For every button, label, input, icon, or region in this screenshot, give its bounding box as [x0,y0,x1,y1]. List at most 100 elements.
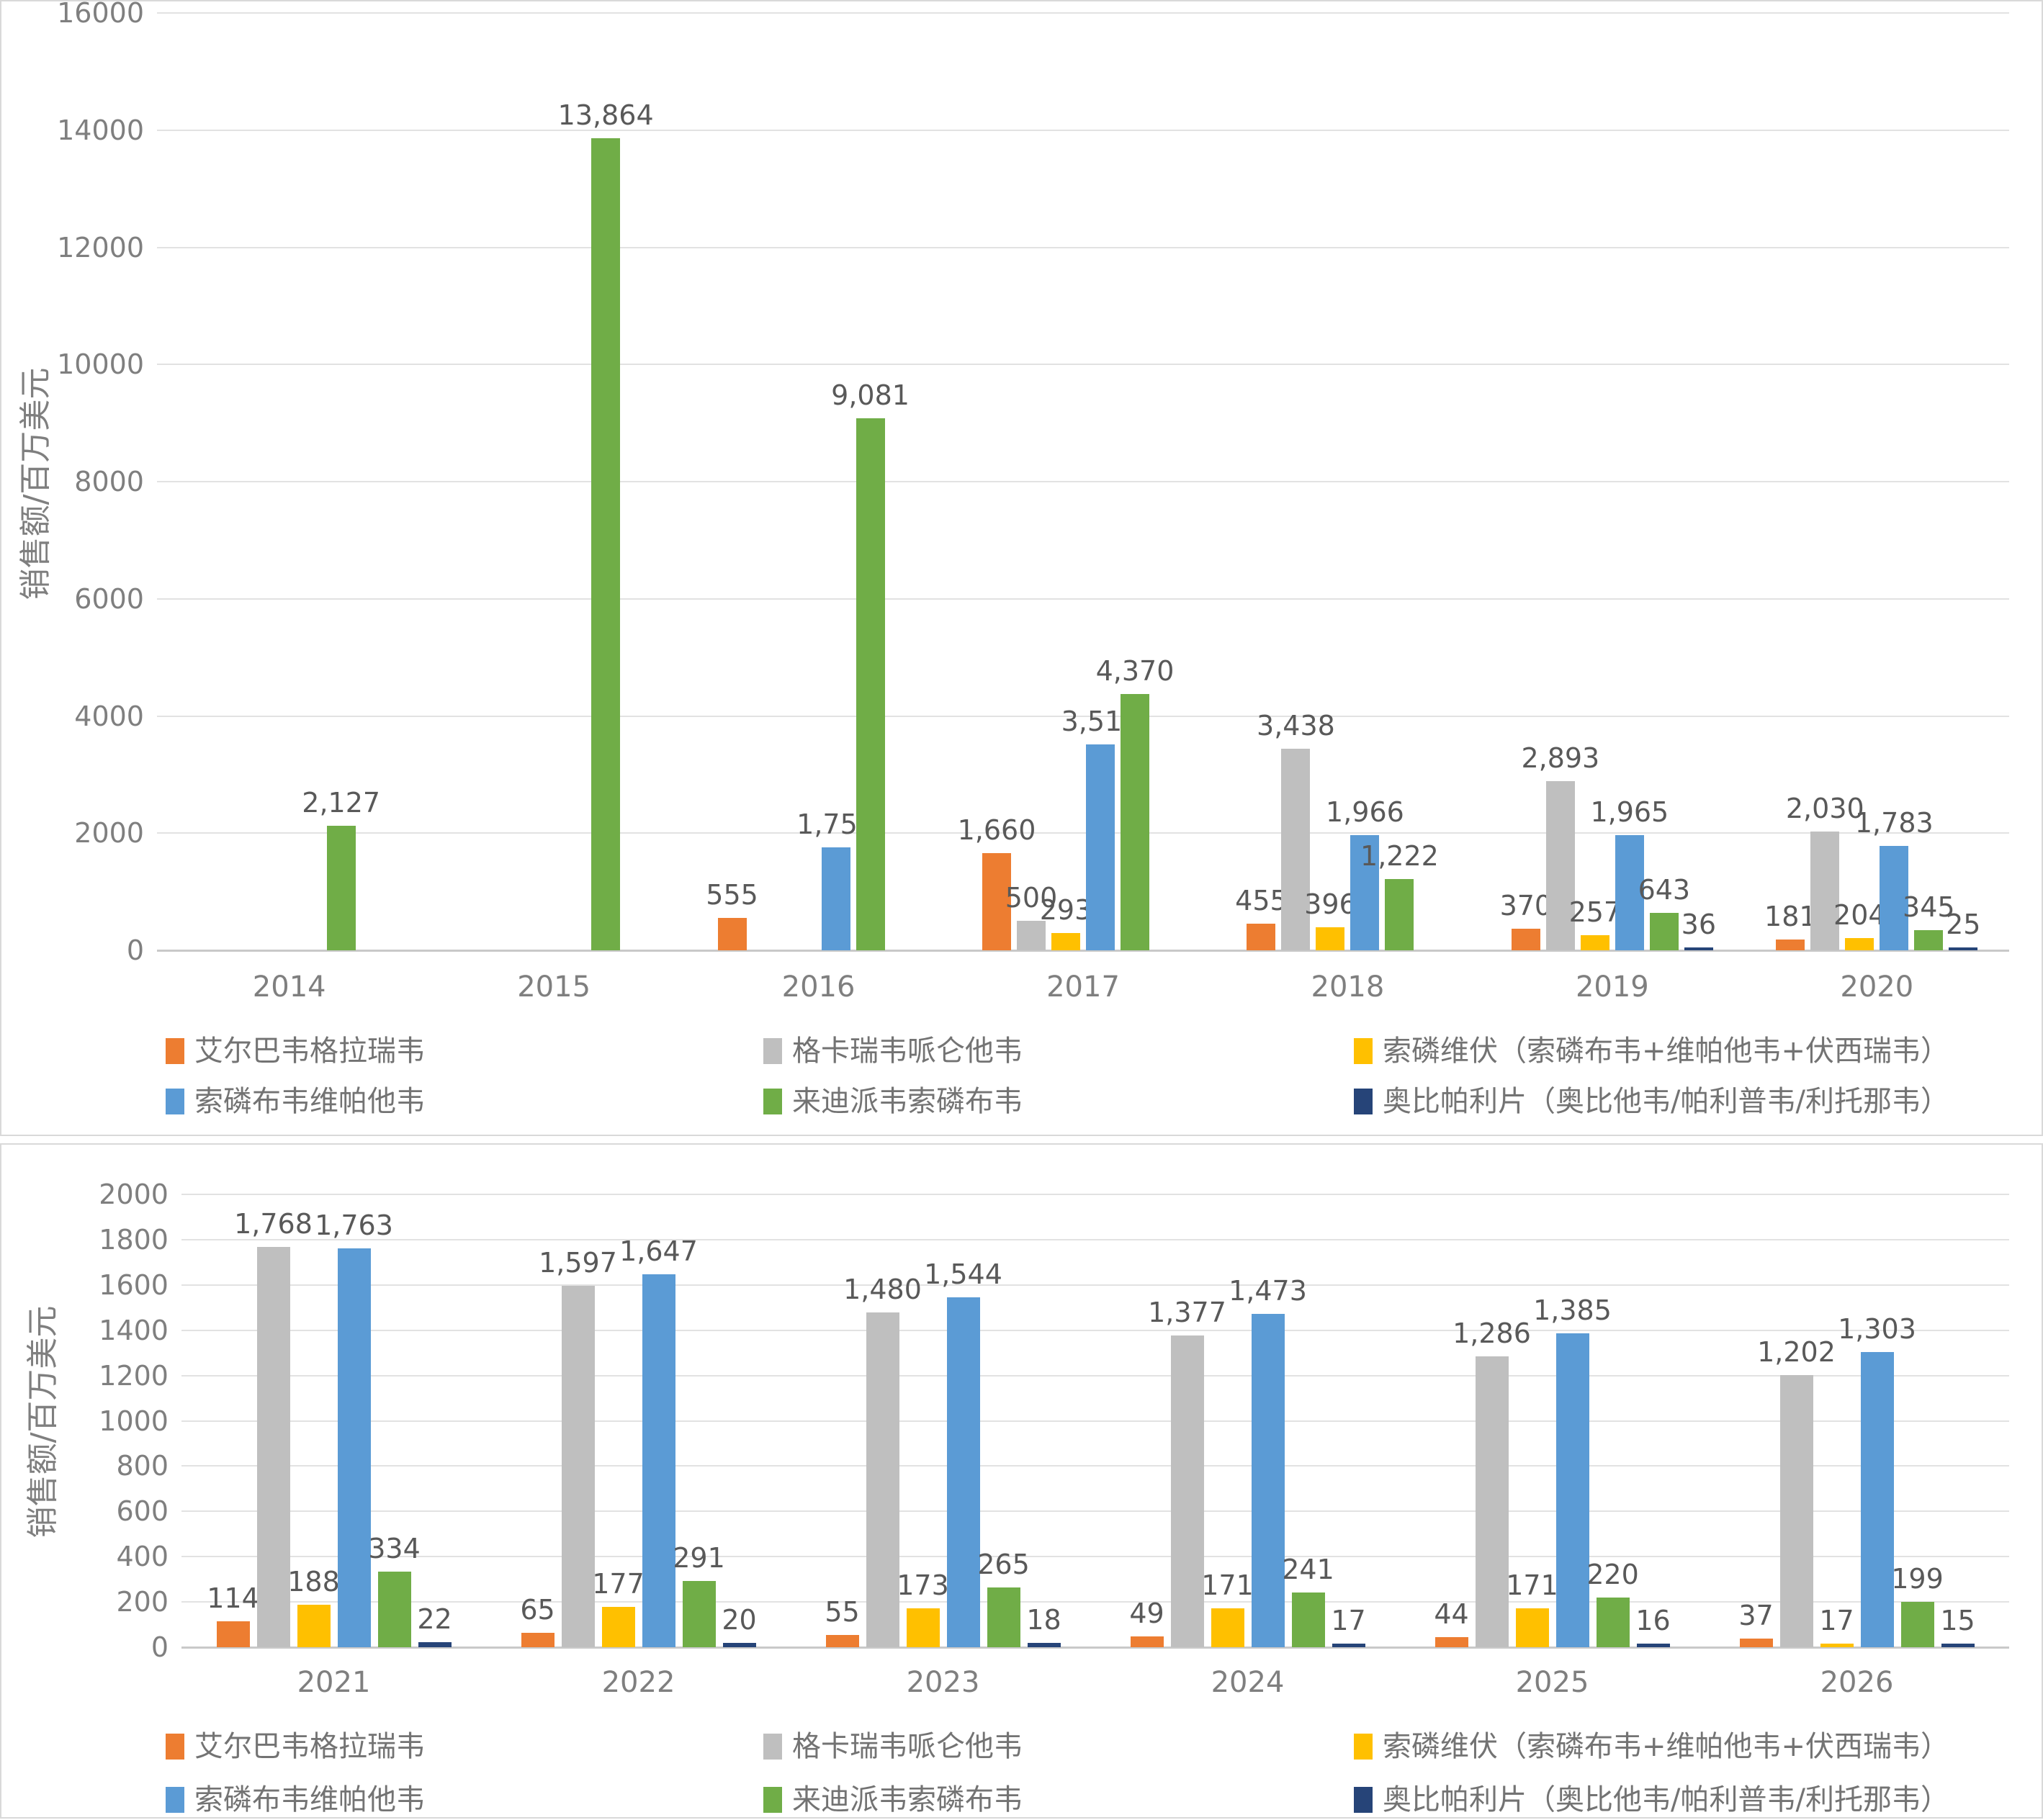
y-axis-tick-label: 2000 [99,1179,169,1210]
y-axis-tick-label: 1800 [99,1223,169,1256]
bar-2020 [1949,947,1978,950]
legend-item: 来迪派韦索磷布韦 [763,1081,1023,1122]
legend-swatch-icon [763,1734,782,1760]
bar-2018 [1350,835,1380,950]
bar-value-label: 204 [1833,899,1886,932]
bar-value-label: 1,303 [1838,1313,1916,1346]
bar-value-label: 171 [1201,1569,1254,1602]
bar-2021 [256,1246,290,1647]
bar-value-label: 181 [1764,901,1817,933]
y-axis-tick-label: 14000 [57,114,144,146]
legend-label: 索磷布韦维帕他韦 [194,1783,425,1816]
bar-slot: 4,370 [1096,13,1174,950]
gridline [157,129,2009,131]
bar-slot: 1,202 [1757,1194,1836,1647]
bar-slot: 204 [1833,13,1886,950]
bar-2025 [1555,1333,1589,1647]
bar-2015 [591,138,621,950]
bar-value-label: 18 [1026,1604,1061,1636]
legend-swatch-icon [166,1787,184,1813]
bar-slot: 334 [368,1194,421,1647]
bar-slot: 37 [1738,1194,1774,1647]
bar-2024 [1332,1643,1365,1647]
bar-2023 [825,1634,859,1647]
bar-slot: 1,647 [619,1194,698,1647]
bar-2020 [1776,940,1805,950]
legend-label: 索磷布韦维帕他韦 [194,1085,425,1118]
x-category-label: 2020 [1840,970,1914,1004]
bar-slot: 188 [287,1194,340,1647]
bar-2020 [1810,831,1840,950]
y-axis-tick-label: 2000 [74,817,144,850]
bar-2022 [722,1642,756,1647]
bar-2014 [326,825,356,950]
bar-value-label: 3,438 [1257,710,1335,742]
bar-slot: 1,660 [958,13,1036,950]
bar-value-label: 13,864 [557,99,654,131]
legend-label: 艾尔巴韦格拉瑞韦 [194,1730,425,1763]
legend-swatch-icon [1354,1038,1373,1064]
bar-2016 [856,418,885,950]
legend-label: 艾尔巴韦格拉瑞韦 [194,1035,425,1068]
bar-slot: 17 [1819,1194,1854,1647]
gridline [157,715,2009,717]
gridline [181,1420,2009,1422]
bar-value-label: 2,127 [302,786,381,819]
gridline [157,12,2009,14]
bar-slot: 291 [673,1194,725,1647]
x-category-label: 2016 [781,970,856,1004]
legend-label: 索磷维伏（索磷布韦+维帕他韦+伏西瑞韦） [1383,1730,1950,1763]
bar-slot: 1,763 [315,1194,393,1647]
y-axis-tick-label: 12000 [57,231,144,263]
bar-value-label: 500 [1005,882,1058,914]
legend-swatch-icon [166,1089,184,1114]
bar-value-label: 345 [1903,891,1955,923]
bar-2025 [1515,1608,1549,1647]
bar-value-label: 293 [1039,894,1092,927]
legend-item: 索磷维伏（索磷布韦+维帕他韦+伏西瑞韦） [1354,1726,1949,1767]
bar-slot: 1,597 [539,1194,617,1647]
bar-slot: 1,544 [924,1194,1002,1647]
bar-slot: 18 [1026,1194,1061,1647]
bar-value-label: 25 [1946,909,1981,940]
bar-2026 [1820,1643,1854,1647]
bar-slot: 241 [1282,1194,1334,1647]
legend-swatch-icon [763,1038,782,1064]
legend-item: 奥比帕利片（奥比他韦/帕利普韦/利托那韦） [1354,1780,1949,1820]
bar-2017 [1086,744,1115,950]
legend-label: 索磷维伏（索磷布韦+维帕他韦+伏西瑞韦） [1383,1035,1950,1068]
bar-slot: 555 [706,13,758,950]
bar-2021 [418,1642,452,1647]
legend-item: 艾尔巴韦格拉瑞韦 [166,1031,425,1071]
bar-slot: 1,965 [1590,13,1669,950]
legend-item: 索磷布韦维帕他韦 [166,1780,425,1820]
y-axis-tick-label: 800 [116,1450,169,1482]
bar-slot: 171 [1506,1194,1558,1647]
legend-item: 艾尔巴韦格拉瑞韦 [166,1726,425,1767]
bar-2024 [1170,1335,1204,1647]
bar-2021 [377,1571,411,1647]
bar-slot: 199 [1891,1194,1944,1647]
bar-slot: 16 [1635,1194,1671,1647]
x-category-label: 2025 [1515,1666,1589,1699]
legend-item: 来迪派韦索磷布韦 [763,1780,1023,1820]
bar-slot: 177 [592,1194,645,1647]
legend-item: 索磷维伏（索磷布韦+维帕他韦+伏西瑞韦） [1354,1031,1949,1071]
bar-value-label: 1,597 [539,1246,617,1279]
x-category-label: 2023 [906,1666,980,1699]
bar-slot: 65 [520,1194,555,1647]
bar-slot: 3,438 [1257,13,1335,950]
bar-value-label: 1,783 [1854,806,1934,839]
bar-2019 [1511,928,1540,950]
bar-value-label: 1,647 [619,1235,698,1268]
gridline [157,246,2009,248]
bar-slot: 44 [1434,1194,1469,1647]
x-category-label: 2018 [1311,970,1385,1004]
y-axis-tick-label: 8000 [74,466,144,497]
legend-swatch-icon [763,1089,782,1114]
bar-value-label: 1,768 [234,1207,313,1240]
bar-value-label: 17 [1331,1604,1366,1636]
bar-value-label: 37 [1738,1600,1774,1632]
legend-swatch-icon [166,1734,184,1760]
